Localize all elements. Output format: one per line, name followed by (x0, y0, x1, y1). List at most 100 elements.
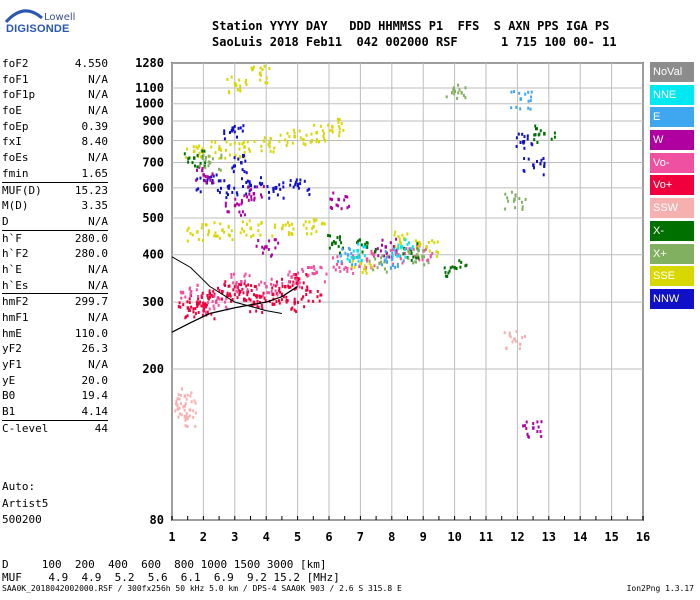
echo-point (201, 169, 204, 173)
x-tick-label: 3 (231, 530, 238, 544)
data-point (208, 295, 212, 299)
echo-point (357, 259, 360, 263)
echo-point (290, 222, 293, 226)
data-point (208, 160, 212, 165)
echo-point (209, 178, 212, 182)
echo-point (232, 281, 235, 285)
echo-point (241, 177, 243, 181)
echo-point (417, 243, 420, 247)
echo-point (278, 289, 281, 293)
echo-point (196, 146, 199, 150)
echo-point (192, 415, 195, 419)
echo-point (401, 233, 404, 237)
param-row: B1 4.14 (2, 404, 108, 420)
echo-point (249, 310, 252, 314)
echo-point (210, 145, 213, 149)
height-profile-trace (171, 256, 282, 314)
height-profile-trace (171, 285, 298, 333)
echo-point (456, 96, 459, 100)
param-value: N/A (88, 214, 108, 228)
echo-point (346, 206, 349, 210)
echo-point (188, 308, 191, 312)
echo-point (359, 238, 361, 242)
echo-point (236, 290, 239, 294)
echo-point (208, 307, 211, 311)
echo-point (346, 195, 349, 199)
echo-point (246, 195, 249, 199)
echo-point (364, 242, 367, 246)
echo-point (271, 302, 274, 306)
param-label: yF2 (2, 342, 22, 356)
echo-point (292, 227, 295, 231)
x-tick-label: 14 (573, 530, 587, 544)
echo-point (308, 187, 311, 191)
echo-point (396, 247, 399, 251)
data-point (183, 394, 187, 398)
echo-point (231, 191, 234, 194)
echo-point (365, 266, 368, 270)
echo-point (263, 281, 266, 285)
echo-point (262, 294, 265, 297)
echo-point (233, 186, 236, 190)
echo-point (518, 91, 521, 95)
echo-point (313, 267, 316, 271)
echo-point (289, 179, 292, 183)
echo-point (299, 182, 302, 186)
echo-point (258, 301, 261, 304)
echo-point (274, 246, 277, 250)
echo-point (254, 285, 257, 289)
echo-point (248, 192, 251, 196)
echo-point (418, 240, 421, 244)
echo-point (416, 242, 419, 246)
echo-point (243, 213, 246, 217)
echo-point (191, 233, 194, 237)
echo-point (383, 254, 385, 258)
param-row: hmF2 299.7 (2, 293, 108, 310)
echo-point (304, 220, 307, 224)
echo-point (186, 300, 189, 304)
echo-point (539, 162, 542, 166)
echo-point (206, 294, 209, 297)
echo-point (539, 430, 542, 434)
echo-point (527, 157, 530, 161)
echo-point (356, 255, 359, 259)
echo-point (295, 310, 298, 314)
echo-point (352, 271, 355, 275)
data-point (233, 203, 237, 208)
data-point (221, 290, 224, 294)
echo-point (346, 257, 349, 261)
muf-distance-row: D 100 200 400 600 800 1000 1500 3000 [km… (2, 558, 327, 571)
plot-frame (171, 62, 644, 521)
echo-point (194, 164, 196, 168)
echo-point (342, 128, 345, 132)
echo-point (344, 251, 347, 255)
echo-point (235, 282, 238, 286)
echo-point (518, 197, 521, 201)
echo-point (412, 261, 415, 265)
echo-point (329, 197, 332, 201)
echo-point (289, 183, 292, 187)
y-tick-label: 500 (142, 211, 164, 225)
echo-point (255, 244, 258, 248)
echo-point (207, 297, 210, 301)
echo-point (189, 394, 192, 398)
echo-point (253, 196, 256, 200)
echo-point (257, 229, 260, 233)
echo-point (457, 91, 460, 95)
echo-point (217, 286, 219, 290)
param-row: yF2 26.3 (2, 341, 108, 357)
echo-point (322, 134, 325, 138)
echo-point (526, 134, 529, 138)
echo-point (453, 92, 456, 96)
echo-point (503, 331, 506, 335)
param-row: yE 20.0 (2, 373, 108, 389)
echo-point (287, 273, 290, 277)
param-value: N/A (88, 151, 108, 165)
param-row: foF1p N/A (2, 87, 108, 103)
echo-point (540, 435, 543, 438)
echo-point (385, 255, 388, 259)
echo-point (260, 295, 263, 299)
data-point (214, 300, 218, 305)
echo-point (204, 175, 207, 178)
echo-point (437, 251, 440, 255)
